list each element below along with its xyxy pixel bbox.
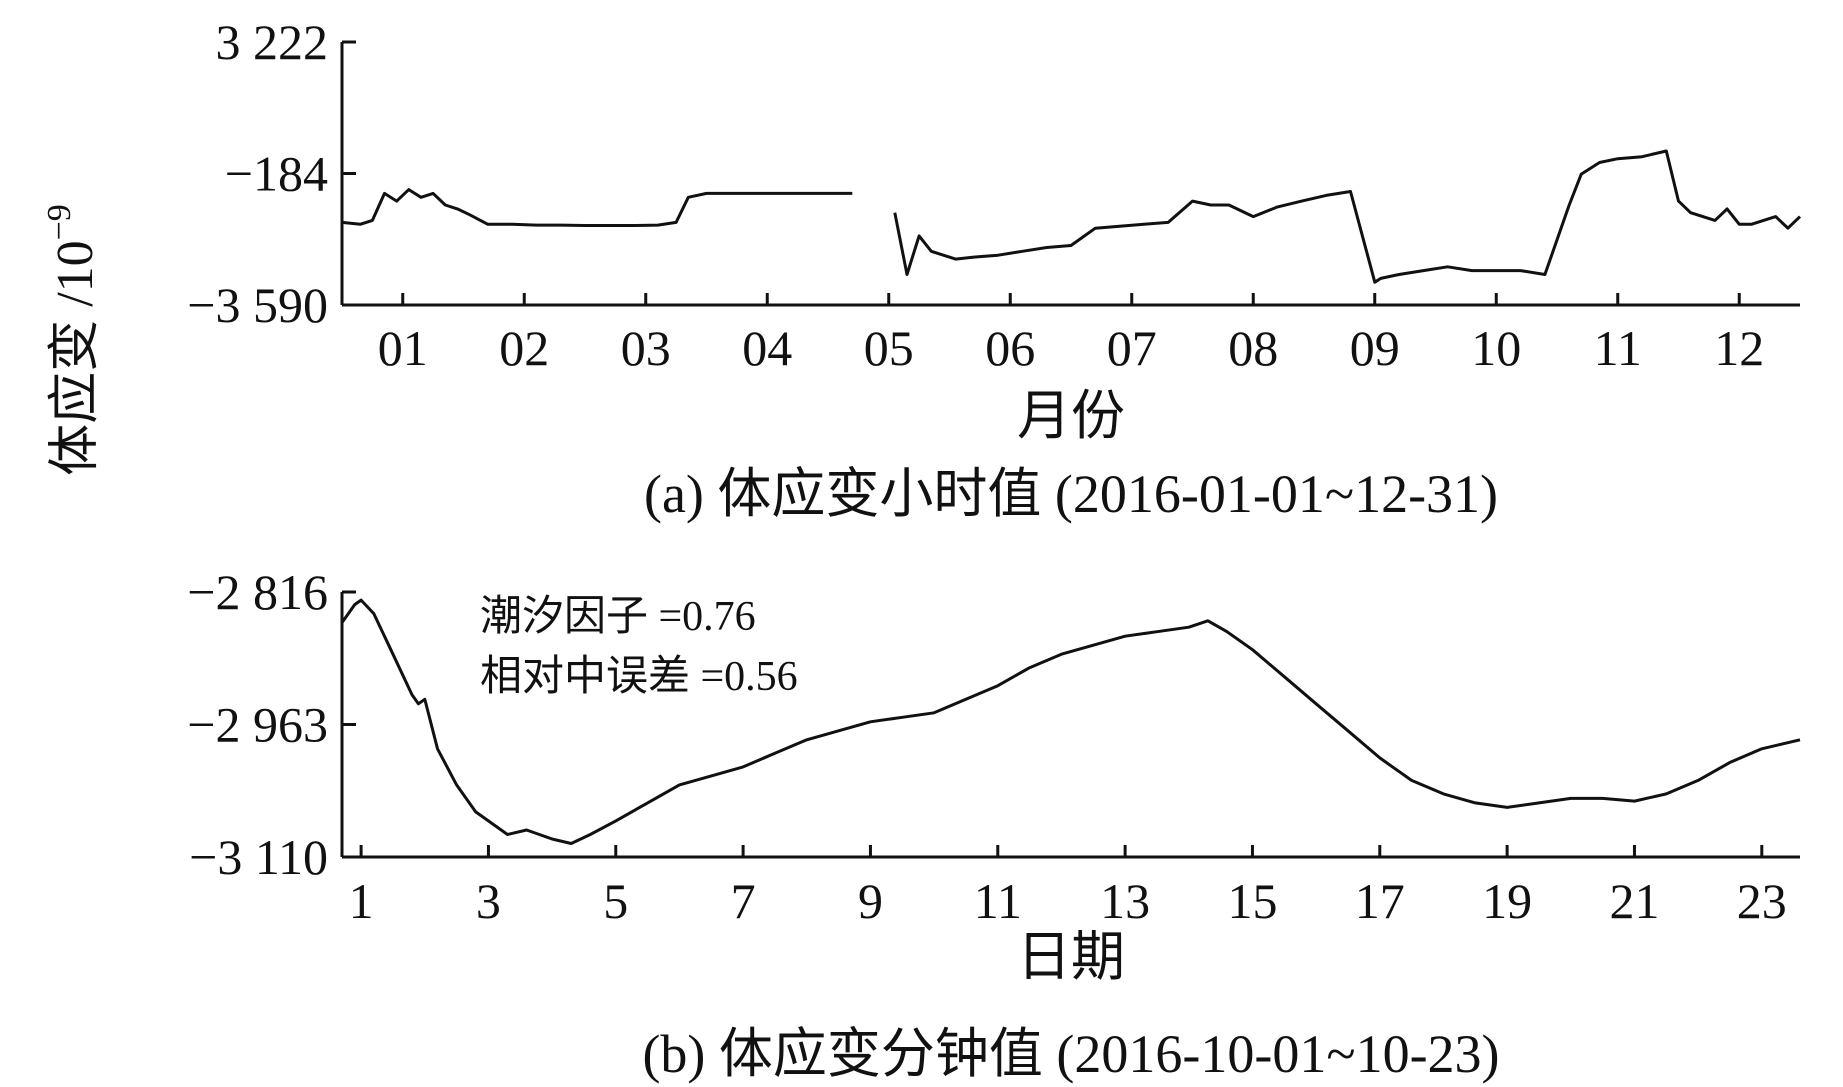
panel-a-x-tick-label: 11 (1594, 320, 1642, 376)
tidal-factor-annotation: 潮汐因子 =0.76 (480, 594, 756, 640)
relative-error-annotation: 相对中误差 =0.56 (480, 654, 798, 700)
panel-b-y-tick-label: −2 963 (187, 697, 328, 753)
panel-b-x-tick-label: 23 (1737, 873, 1787, 929)
panel-b-x-axis-label: 日期 (1017, 927, 1125, 987)
panel-a-x-tick-label: 05 (864, 320, 914, 376)
panel-b-x-tick-label: 11 (974, 873, 1022, 929)
panel-b-x-tick-label: 19 (1482, 873, 1532, 929)
panel-a-x-tick-label: 10 (1471, 320, 1521, 376)
y-axis-label-text: 体应变 /10 (47, 240, 104, 475)
panel-a-x-tick-label: 03 (621, 320, 671, 376)
panel-a-x-tick-label: 08 (1228, 320, 1278, 376)
panel-a-x-tick-label: 07 (1107, 320, 1157, 376)
shared-y-axis-label: 体应变 /10−9 (41, 204, 104, 476)
panel-b-x-tick-label: 5 (603, 873, 628, 929)
panel-a-series-line (341, 149, 1802, 284)
panel-a-ticks: 3 222 −184 −3 590 01 02 03 04 05 06 07 08 09 10 11 12 (187, 14, 1764, 376)
panel-a-x-axis-label: 月份 (1017, 386, 1125, 446)
panel-b-x-tick-label: 7 (731, 873, 756, 929)
panel-a-x-tick-label: 01 (378, 320, 428, 376)
panel-a-y-tick-label: 3 222 (216, 14, 329, 70)
panel-b-caption: (b) 体应变分钟值 (2016-10-01~10-23) (642, 1024, 1499, 1084)
panel-a-x-tick-label: 02 (499, 320, 549, 376)
panel-a-x-tick-label: 09 (1350, 320, 1400, 376)
panel-b-y-tick-label: −2 816 (187, 564, 328, 620)
panel-b-x-tick-label: 9 (858, 873, 883, 929)
panel-b-y-tick-label: −3 110 (189, 829, 328, 885)
panel-b-x-tick-label: 1 (349, 873, 374, 929)
panel-a-y-tick-label: −3 590 (187, 277, 328, 333)
panel-b-x-tick-label: 13 (1100, 873, 1150, 929)
panel-a-y-tick-label: −184 (225, 146, 328, 202)
panel-a-caption: (a) 体应变小时值 (2016-01-01~12-31) (644, 464, 1498, 524)
svg-text:体应变 /10−9: 体应变 /10−9 (41, 204, 104, 476)
panel-b-x-tick-label: 21 (1609, 873, 1659, 929)
panel-a-x-tick-label: 06 (985, 320, 1035, 376)
panel-a-x-tick-label: 04 (742, 320, 792, 376)
panel-b-x-tick-label: 3 (476, 873, 501, 929)
panel-b-x-tick-label: 15 (1227, 873, 1277, 929)
panel-b-x-tick-label: 17 (1355, 873, 1405, 929)
y-axis-label-exponent: −9 (41, 204, 78, 240)
panel-b-series-line (340, 598, 1801, 845)
panel-a-x-tick-label: 12 (1714, 320, 1764, 376)
